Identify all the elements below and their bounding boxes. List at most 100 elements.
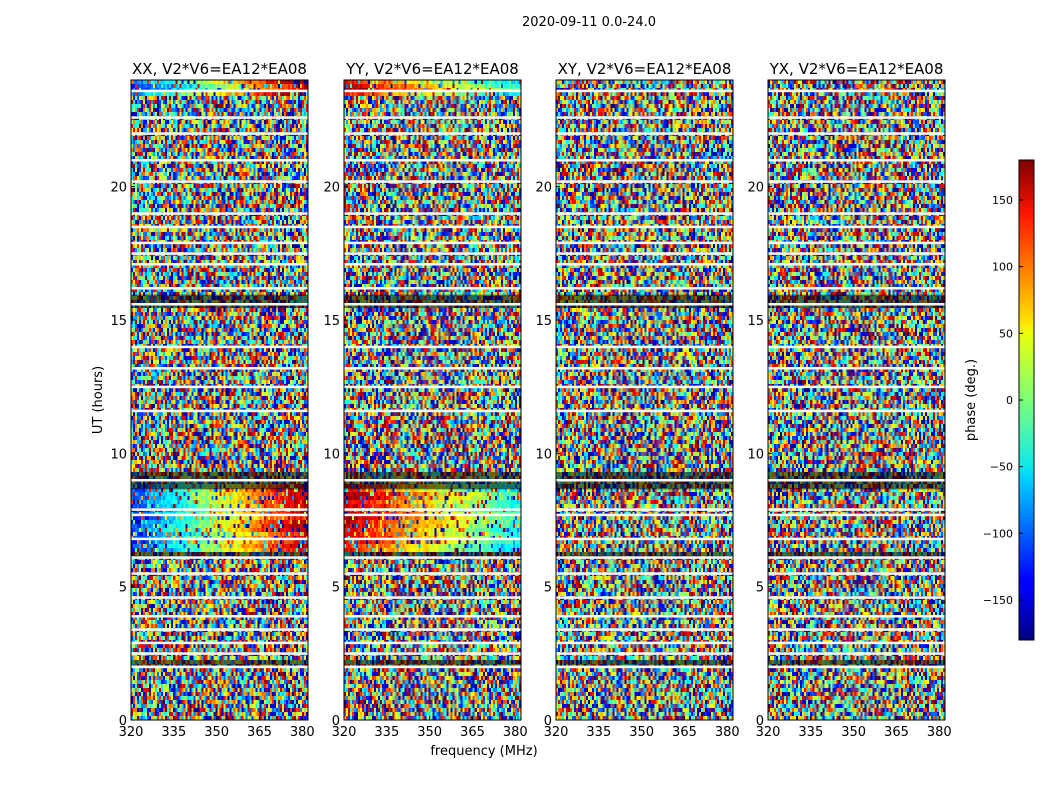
- gap-row: [556, 287, 733, 290]
- gap-row: [344, 508, 521, 511]
- gap-row: [131, 180, 308, 183]
- gap-row: [344, 596, 521, 599]
- y-tick-label: 10: [323, 447, 340, 462]
- flagged-band: [556, 552, 733, 559]
- gap-row: [344, 479, 521, 482]
- x-tick-label: 380: [503, 725, 528, 740]
- gap-row: [556, 116, 733, 119]
- x-tick-label: 380: [290, 725, 315, 740]
- gap-row: [768, 615, 945, 618]
- heatmap-xx: [131, 80, 308, 720]
- gap-row: [556, 556, 733, 559]
- panels-group: XX, V2*V6=EA12*EA08 320 335 350 365 380 0 5 10 15…: [110, 60, 951, 740]
- gap-row: [344, 572, 521, 575]
- gap-row: [768, 345, 945, 349]
- gap-row: [344, 537, 521, 541]
- gap-row: [131, 385, 308, 389]
- flagged-band: [344, 660, 521, 666]
- panel-title: YY, V2*V6=EA12*EA08: [345, 60, 519, 78]
- gap-row: [556, 537, 733, 541]
- gap-row: [344, 159, 521, 162]
- gap-row: [131, 409, 308, 413]
- gap-row: [556, 572, 733, 575]
- gap-row: [556, 665, 733, 669]
- x-tick-label: 380: [927, 725, 952, 740]
- y-tick-label: 5: [119, 581, 127, 596]
- gap-row: [344, 513, 521, 517]
- gap-row: [768, 508, 945, 511]
- gap-row: [131, 556, 308, 559]
- gap-row: [344, 367, 521, 370]
- x-tick-label: 335: [161, 725, 186, 740]
- gap-row: [768, 513, 945, 517]
- gap-row: [344, 225, 521, 229]
- gap-row: [131, 479, 308, 482]
- gap-row: [131, 212, 308, 215]
- gap-row: [131, 596, 308, 599]
- gap-row: [131, 116, 308, 119]
- gap-row: [768, 572, 945, 575]
- gap-row: [556, 132, 733, 135]
- x-tick-label: 365: [884, 725, 909, 740]
- gap-row: [768, 556, 945, 559]
- x-tick-label: 335: [374, 725, 399, 740]
- gap-row: [131, 628, 308, 631]
- gap-row: [768, 263, 945, 266]
- gap-row: [131, 303, 308, 306]
- flagged-band: [344, 552, 521, 559]
- y-tick-label: 10: [535, 447, 552, 462]
- y-tick-label: 0: [332, 714, 340, 729]
- x-tick-label: 350: [417, 725, 442, 740]
- colorbar-tick-label: 150: [992, 194, 1013, 207]
- gap-row: [768, 479, 945, 482]
- y-tick-label: 15: [110, 314, 127, 329]
- flagged-band: [131, 552, 308, 559]
- figure-suptitle: 2020-09-11 0.0-24.0: [522, 15, 656, 30]
- panel-xy: XY, V2*V6=EA12*EA08 320 335 350 365 380 0 5 10 15…: [535, 60, 739, 740]
- gap-row: [768, 596, 945, 599]
- gap-row: [556, 263, 733, 266]
- gap-row: [556, 89, 733, 93]
- gap-row: [768, 287, 945, 290]
- y-tick-label: 20: [323, 181, 340, 196]
- y-tick-label: 0: [544, 714, 552, 729]
- gap-row: [556, 252, 733, 255]
- gap-row: [344, 385, 521, 389]
- gap-row: [344, 89, 521, 93]
- x-tick-label: 365: [460, 725, 485, 740]
- gap-row: [556, 241, 733, 245]
- gap-row: [131, 225, 308, 229]
- flagged-band: [556, 294, 733, 308]
- gap-row: [556, 596, 733, 599]
- gap-row: [344, 409, 521, 413]
- heatmap-xy: [556, 80, 733, 720]
- flagged-band: [768, 552, 945, 559]
- gap-row: [768, 241, 945, 245]
- y-tick-label: 15: [323, 314, 340, 329]
- colorbar-tick-label: 100: [992, 261, 1013, 274]
- flagged-band: [344, 294, 521, 308]
- gap-row: [556, 367, 733, 370]
- x-tick-label: 365: [247, 725, 272, 740]
- gap-row: [556, 385, 733, 389]
- gap-row: [556, 180, 733, 183]
- y-tick-label: 20: [747, 181, 764, 196]
- x-axis-label: frequency (MHz): [430, 744, 537, 759]
- x-tick-label: 320: [332, 725, 357, 740]
- axes-frame: [130, 79, 309, 721]
- gap-row: [556, 641, 733, 645]
- panel-title: XY, V2*V6=EA12*EA08: [558, 60, 732, 78]
- axes-frame: [767, 79, 946, 721]
- panel-title: XX, V2*V6=EA12*EA08: [132, 60, 307, 78]
- panel-title: YX, V2*V6=EA12*EA08: [769, 60, 944, 78]
- gap-row: [768, 628, 945, 631]
- gap-row: [768, 641, 945, 645]
- gap-row: [768, 537, 945, 541]
- gap-row: [556, 409, 733, 413]
- x-tick-label: 350: [629, 725, 654, 740]
- heatmap-yy: [344, 80, 521, 720]
- gap-row: [344, 241, 521, 245]
- x-tick-label: 350: [841, 725, 866, 740]
- gap-row: [768, 225, 945, 229]
